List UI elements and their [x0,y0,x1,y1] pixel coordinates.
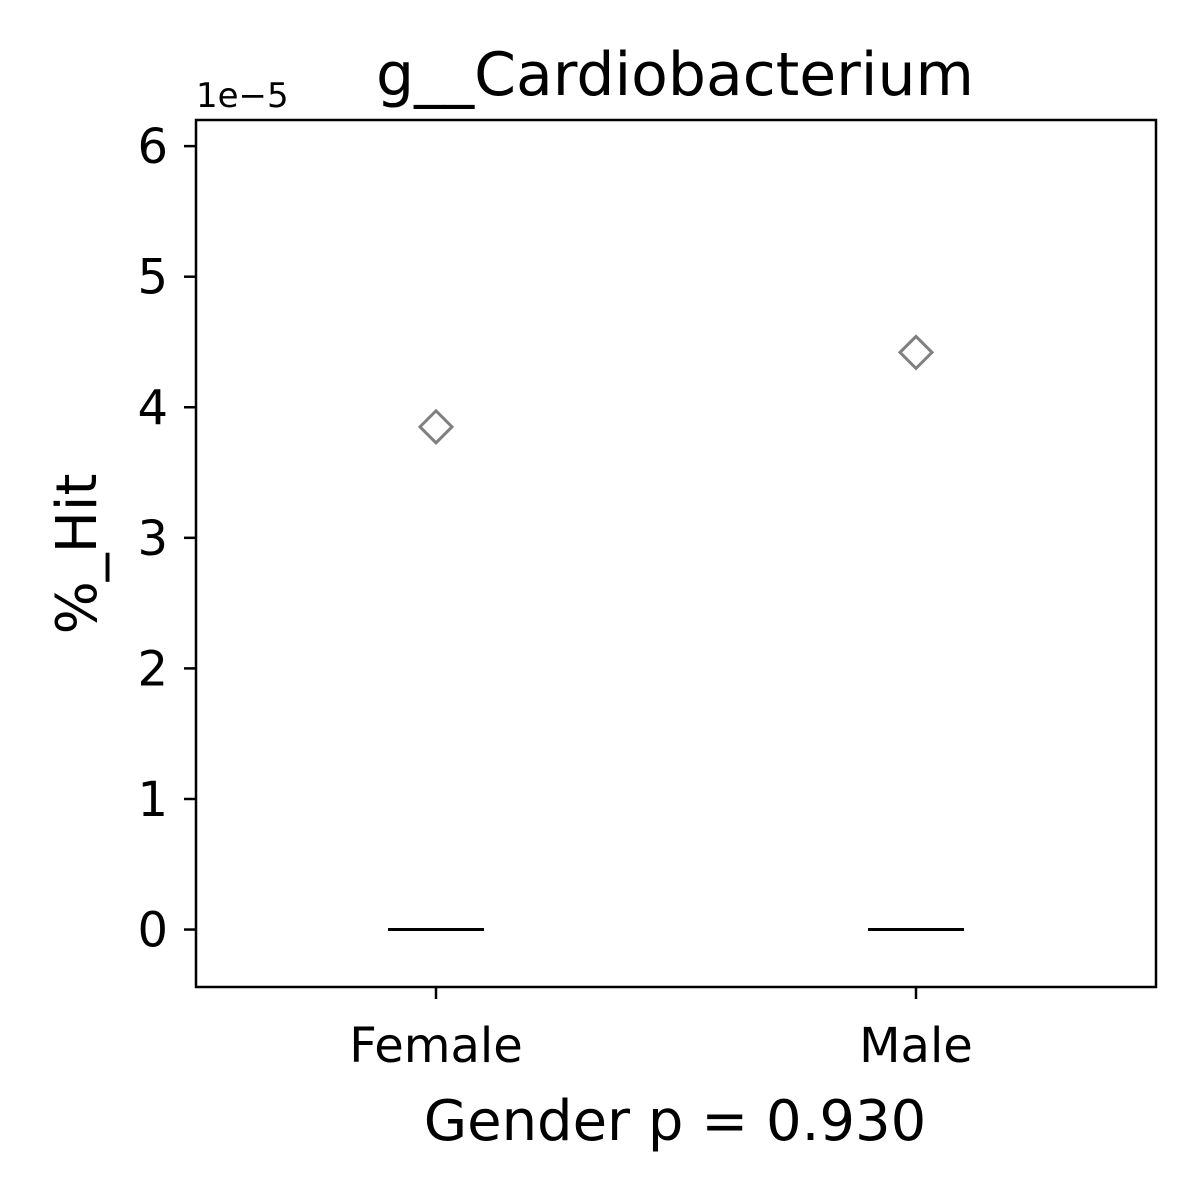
y-tick-label: 6 [137,119,168,175]
y-tick-label: 5 [137,250,168,306]
y-axis-title: %_Hit [45,474,110,635]
y-axis: 0 1 2 3 4 5 6 [137,119,196,959]
y-tick-label: 0 [137,903,168,959]
y-offset-label: 1e−5 [196,76,289,116]
axes-frame [194,118,1158,989]
y-tick-label: 1 [137,772,168,828]
x-axis: Female Male [349,987,973,1074]
chart-title: g__Cardiobacterium [376,40,974,110]
y-tick-label: 2 [137,641,168,697]
x-axis-title: Gender p = 0.930 [424,1089,927,1154]
y-tick-label: 3 [137,511,168,567]
plot-area [388,334,964,932]
outlier-point-male [897,334,935,371]
outlier-point-female [417,408,455,445]
x-tick-label: Female [349,1018,523,1074]
x-tick-label: Male [859,1018,973,1074]
y-tick-label: 4 [137,380,168,436]
